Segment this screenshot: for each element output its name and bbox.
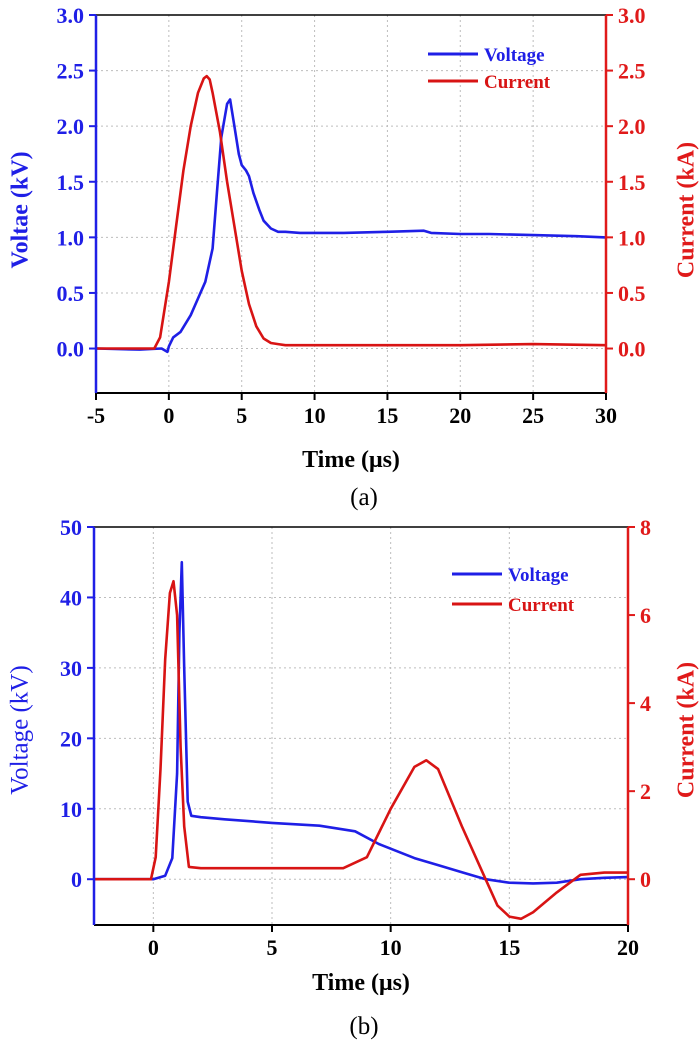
y-right-axis-label: Current (kA) (674, 662, 700, 798)
y-left-tick-label: 0 (71, 867, 82, 892)
y-right-tick-label: 0.5 (618, 281, 646, 306)
y-left-tick-label: 1.5 (57, 170, 85, 195)
y-right-tick-label: 0.0 (618, 337, 646, 362)
x-tick-label: 15 (498, 935, 520, 960)
y-right-tick-label: 1.0 (618, 225, 646, 250)
x-tick-label: 10 (304, 403, 326, 428)
x-tick-label: 5 (267, 935, 278, 960)
x-axis-label: Time (μs) (302, 447, 400, 473)
panel-caption: (a) (350, 484, 378, 511)
y-right-tick-label: 1.5 (618, 170, 646, 195)
y-left-tick-label: 30 (60, 656, 82, 681)
y-right-tick-label: 0 (640, 867, 651, 892)
legend-label-current: Current (508, 595, 575, 616)
panel-caption: (b) (349, 1013, 378, 1040)
series-line-voltage (95, 98, 607, 354)
series-line-voltage (94, 560, 629, 885)
legend-label-voltage: Voltage (484, 45, 545, 66)
y-right-tick-label: 3.0 (618, 3, 646, 28)
y-left-tick-label: 3.0 (57, 3, 85, 28)
x-tick-label: 10 (380, 935, 402, 960)
series-line-current (96, 74, 607, 350)
y-right-tick-label: 2 (640, 779, 651, 804)
x-tick-label: 20 (617, 935, 639, 960)
x-tick-label: 5 (236, 403, 247, 428)
y-left-tick-label: 20 (60, 726, 82, 751)
y-right-tick-label: 8 (640, 515, 651, 540)
y-left-tick-label: 0.5 (57, 281, 85, 306)
y-right-axis-label: Current (kA) (674, 142, 700, 278)
y-left-tick-label: 40 (60, 585, 82, 610)
x-tick-label: 30 (595, 403, 617, 428)
x-tick-label: 15 (376, 403, 398, 428)
y-right-tick-label: 2.5 (618, 59, 646, 84)
x-tick-label: 20 (449, 403, 471, 428)
x-tick-label: 25 (522, 403, 544, 428)
y-left-axis-label: Voltae (kV) (8, 151, 34, 268)
x-axis-label: Time (μs) (312, 970, 410, 996)
y-left-axis-label: Voltage (kV) (7, 665, 34, 794)
y-right-tick-label: 4 (640, 691, 651, 716)
panel-a: -5 0 5 10 15 20 25 30 0.0 0.5 1.0 1.5 2.0 2.5 3.0 0.0 0.… (8, 3, 700, 511)
legend-label-current: Current (484, 72, 551, 93)
y-left-tick-label: 2.0 (57, 114, 85, 139)
x-tick-label: 0 (148, 935, 159, 960)
y-left-tick-label: 0.0 (57, 337, 85, 362)
legend-label-voltage: Voltage (508, 565, 569, 586)
x-tick-label: -5 (87, 403, 105, 428)
y-right-tick-label: 2.0 (618, 114, 646, 139)
y-left-tick-label: 1.0 (57, 225, 85, 250)
x-tick-label: 0 (163, 403, 174, 428)
y-left-tick-label: 50 (60, 515, 82, 540)
panel-b: 0 5 10 15 20 0 10 20 30 40 50 0 2 4 6 8 Time (μs) Voltage… (7, 515, 700, 1040)
y-right-tick-label: 6 (640, 603, 651, 628)
series-line-current (94, 579, 628, 921)
y-left-tick-label: 2.5 (57, 59, 85, 84)
y-left-tick-label: 10 (60, 797, 82, 822)
